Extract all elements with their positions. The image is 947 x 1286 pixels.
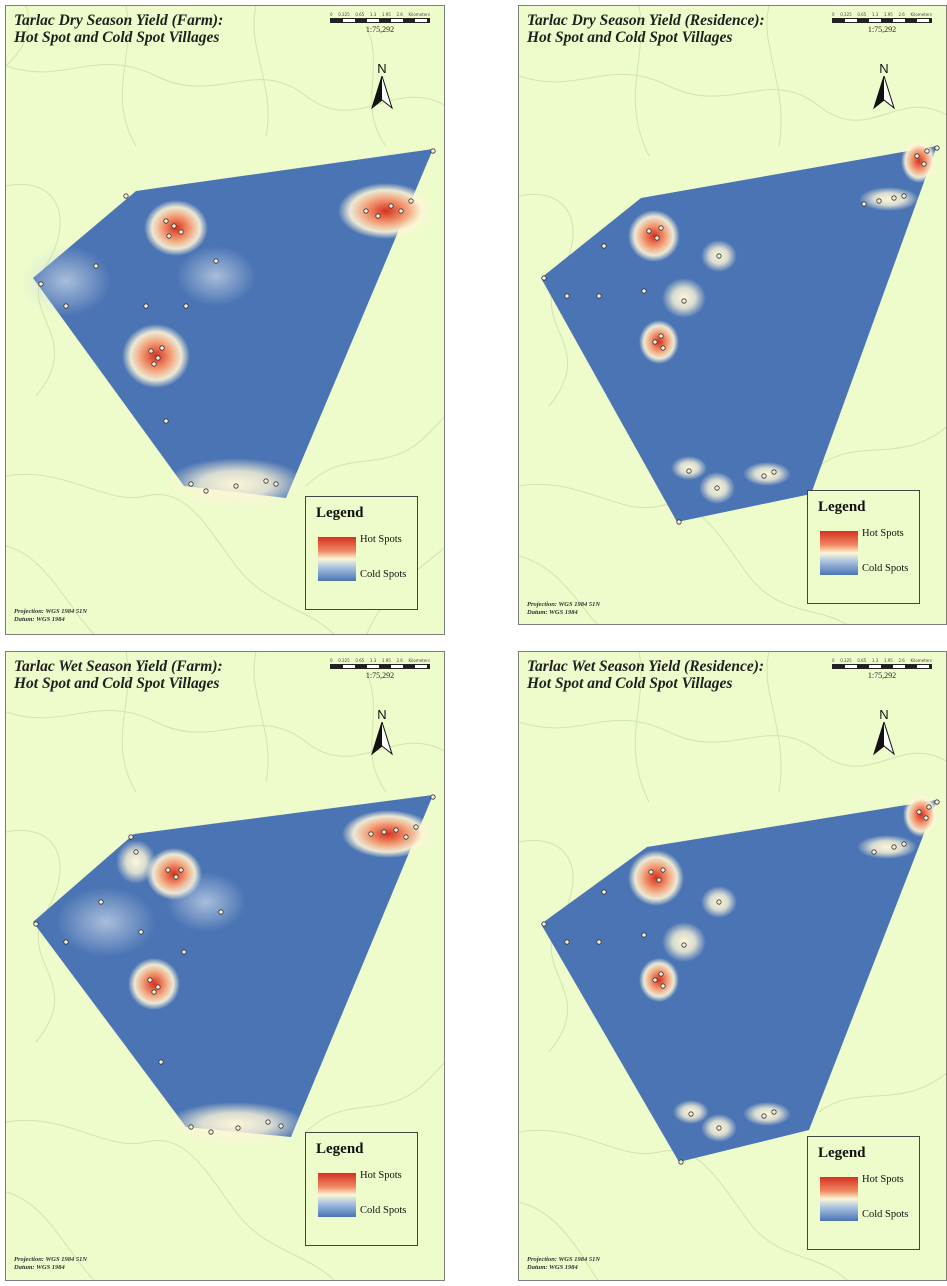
boundary-lines <box>519 6 946 624</box>
projection-note: Projection: WGS 1984 51N Datum: WGS 1984 <box>527 1256 600 1272</box>
legend-title: Legend <box>316 505 364 521</box>
scale-line <box>330 18 430 23</box>
north-label: N <box>879 61 889 76</box>
map-title-line1: Tarlac Dry Season Yield (Farm): <box>14 12 224 29</box>
map-panel-dry-residence: Tarlac Dry Season Yield (Residence): Hot… <box>518 5 947 625</box>
map-panel-dry-farm: Tarlac Dry Season Yield (Farm): Hot Spot… <box>5 5 445 635</box>
map-title-line2: Hot Spot and Cold Spot Villages <box>527 675 733 692</box>
projection-note: Projection: WGS 1984 51N Datum: WGS 1984 <box>14 608 87 624</box>
legend-box: Legend Hot Spots Cold Spots <box>305 496 418 610</box>
north-label: N <box>879 707 889 722</box>
village-points <box>541 145 940 525</box>
scale-bar: 0 0.325 0.65 1.3 1.95 2.6 Kilometers 1:75,292 <box>330 12 430 34</box>
legend-cold-label: Cold Spots <box>862 1209 909 1220</box>
north-label: N <box>377 707 387 722</box>
north-arrow: N <box>872 707 896 761</box>
scale-ratio: 1:75,292 <box>365 671 395 680</box>
scale-ratio: 1:75,292 <box>867 25 897 34</box>
legend-title: Legend <box>818 499 866 515</box>
north-arrow-icon <box>371 720 393 756</box>
projection-note: Projection: WGS 1984 51N Datum: WGS 1984 <box>14 1256 87 1272</box>
legend-box: Legend Hot Spots Cold Spots <box>807 490 920 604</box>
legend-title: Legend <box>316 1141 364 1157</box>
map-title: Tarlac Wet Season Yield (Farm): Hot Spot… <box>14 658 223 692</box>
scale-ticks: 0 0.325 0.65 1.3 1.95 2.6 Kilometers <box>330 12 430 17</box>
village-points <box>541 799 940 1165</box>
legend-cold-label: Cold Spots <box>360 1205 407 1216</box>
map-canvas <box>519 652 946 1280</box>
legend-cold-label: Cold Spots <box>360 569 407 580</box>
projection-label: Projection: WGS 1984 51N <box>14 1256 88 1263</box>
map-panel-wet-residence: Tarlac Wet Season Yield (Residence): Hot… <box>518 651 947 1281</box>
scale-ticks: 0 0.325 0.65 1.3 1.95 2.6 Kilometers <box>330 658 430 663</box>
projection-label: Projection: WGS 1984 51N <box>14 608 88 615</box>
datum-label: Datum: WGS 1984 <box>14 1264 65 1271</box>
legend-color-ramp <box>318 537 356 581</box>
legend-cold-label: Cold Spots <box>862 563 909 574</box>
boundary-lines <box>6 652 444 1280</box>
scale-ticks: 0 0.325 0.65 1.3 1.95 2.6 Kilometers <box>832 658 932 663</box>
scale-line <box>832 18 932 23</box>
scale-bar: 0 0.325 0.65 1.3 1.95 2.6 Kilometers 1:75,292 <box>832 658 932 680</box>
map-title-line1: Tarlac Dry Season Yield (Residence): <box>527 12 765 29</box>
legend-hot-label: Hot Spots <box>862 1174 904 1185</box>
map-title-line2: Hot Spot and Cold Spot Villages <box>527 29 733 46</box>
heat-overlay <box>21 183 434 510</box>
datum-label: Datum: WGS 1984 <box>527 609 578 616</box>
legend-hot-label: Hot Spots <box>862 528 904 539</box>
study-area-polygon <box>33 149 433 498</box>
scale-bar: 0 0.325 0.65 1.3 1.95 2.6 Kilometers 1:75,292 <box>330 658 430 680</box>
scale-ratio: 1:75,292 <box>867 671 897 680</box>
scale-bar: 0 0.325 0.65 1.3 1.95 2.6 Kilometers 1:75,292 <box>832 12 932 34</box>
north-arrow-icon <box>371 74 393 110</box>
map-title-line2: Hot Spot and Cold Spot Villages <box>14 29 220 46</box>
datum-label: Datum: WGS 1984 <box>527 1264 578 1271</box>
map-title: Tarlac Dry Season Yield (Farm): Hot Spot… <box>14 12 223 46</box>
north-arrow-icon <box>873 74 895 110</box>
legend-hot-label: Hot Spots <box>360 534 402 545</box>
datum-label: Datum: WGS 1984 <box>14 616 65 623</box>
legend-box: Legend Hot Spots Cold Spots <box>807 1136 920 1250</box>
map-title-line1: Tarlac Wet Season Yield (Residence): <box>527 658 765 675</box>
heat-overlay <box>56 810 434 1146</box>
legend-color-ramp <box>820 1177 858 1221</box>
north-arrow: N <box>370 707 394 761</box>
scale-ticks: 0 0.325 0.65 1.3 1.95 2.6 Kilometers <box>832 12 932 17</box>
scale-line <box>832 664 932 669</box>
north-arrow: N <box>370 61 394 115</box>
projection-note: Projection: WGS 1984 51N Datum: WGS 1984 <box>527 601 600 617</box>
legend-color-ramp <box>318 1173 356 1217</box>
legend-color-ramp <box>820 531 858 575</box>
projection-label: Projection: WGS 1984 51N <box>527 1256 601 1263</box>
map-title: Tarlac Wet Season Yield (Residence): Hot… <box>527 658 764 692</box>
projection-label: Projection: WGS 1984 51N <box>527 601 601 608</box>
north-arrow-icon <box>873 720 895 756</box>
map-title-line2: Hot Spot and Cold Spot Villages <box>14 675 220 692</box>
map-canvas <box>6 6 444 634</box>
north-arrow: N <box>872 61 896 115</box>
scale-ratio: 1:75,292 <box>365 25 395 34</box>
heat-overlay <box>628 139 937 504</box>
map-canvas <box>6 652 444 1280</box>
legend-hot-label: Hot Spots <box>360 1170 402 1181</box>
legend-box: Legend Hot Spots Cold Spots <box>305 1132 418 1246</box>
map-canvas <box>519 6 946 624</box>
village-points <box>33 794 436 1135</box>
map-panel-wet-farm: Tarlac Wet Season Yield (Farm): Hot Spot… <box>5 651 445 1281</box>
north-label: N <box>377 61 387 76</box>
legend-title: Legend <box>818 1145 866 1161</box>
map-title: Tarlac Dry Season Yield (Residence): Hot… <box>527 12 765 46</box>
scale-line <box>330 664 430 669</box>
village-points <box>38 148 436 494</box>
map-title-line1: Tarlac Wet Season Yield (Farm): <box>14 658 223 675</box>
